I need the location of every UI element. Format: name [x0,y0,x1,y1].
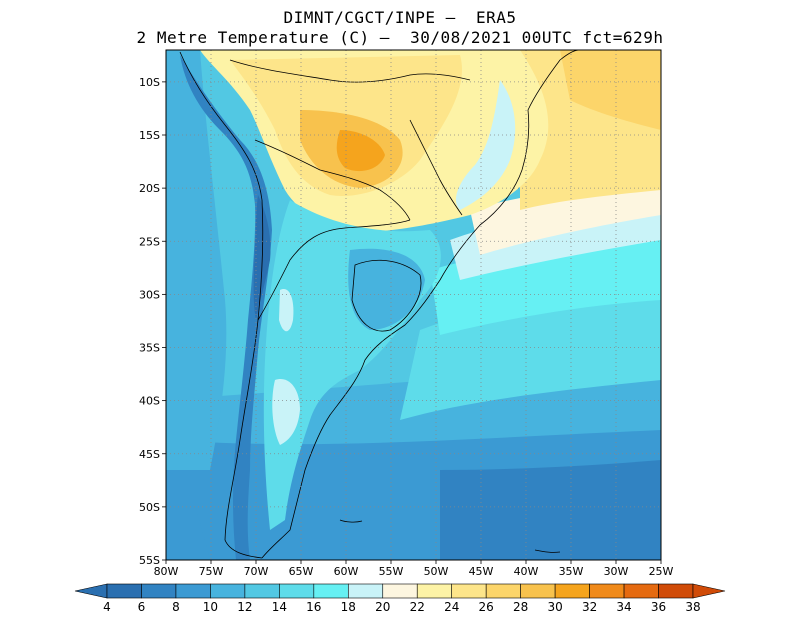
lon-label: 45W [469,565,494,578]
colorbar-label: 24 [444,600,459,614]
lon-label: 80W [154,565,179,578]
colorbar-label: 28 [513,600,528,614]
colorbar-arrow-right [692,583,726,599]
colorbar-swatch [141,583,177,599]
colorbar-swatch [175,583,211,599]
field-subtropical-band [470,180,661,255]
colorbar-label: 8 [172,600,180,614]
colorbar-swatch [382,583,418,599]
atlantic-coast [261,50,581,559]
field-hotspot [336,130,385,172]
colorbar-swatch [416,583,453,599]
lat-label: 45S [139,448,160,461]
field-cuyo-warm [279,289,294,332]
colorbar-label: 32 [582,600,597,614]
colorbar-label: 4 [103,600,111,614]
coastlines [179,50,581,559]
graticule [162,50,662,564]
lat-label: 10S [139,76,160,89]
lat-label: 55S [139,554,160,567]
lon-label: 55W [379,565,404,578]
lon-label: 30W [604,565,629,578]
colorbar-swatch [554,583,590,599]
colorbar-label: 30 [547,600,562,614]
field-pacific [166,50,227,470]
field-cold-southwest [166,470,210,560]
colorbar-swatch [279,583,315,599]
colorbar-swatch [313,583,349,599]
lat-label: 40S [139,395,160,408]
colorbar-label: 16 [306,600,321,614]
lon-label: 40W [514,565,539,578]
colorbar-label: 26 [479,600,494,614]
south-georgia-coast [534,549,561,553]
lat-label: 35S [139,342,160,355]
longitude-labels: 80W 75W 70W 65W 60W 55W 50W 45W 40W 35W 30W 25W [154,565,674,578]
lon-label: 25W [649,565,674,578]
latitude-labels: 10S 15S 20S 25S 30S 35S 40S 45S 50S 55S [139,76,160,567]
lon-label: 60W [334,565,359,578]
lon-label: 50W [424,565,449,578]
border-bolivia [254,139,411,221]
colorbar-label: 34 [616,600,631,614]
colorbar-label: 38 [685,600,700,614]
lat-label: 25S [139,235,160,248]
colorbar-label: 20 [375,600,390,614]
lat-label: 20S [139,182,160,195]
lon-label: 35W [559,565,584,578]
colorbar-label: 14 [272,600,287,614]
colorbar-swatch [244,583,280,599]
colorbar-swatch [520,583,556,599]
colorbar: 4 6 8 10 12 14 16 18 20 22 24 26 28 30 32 34 36 38 [74,583,726,614]
plot-frame [165,49,662,561]
colorbar-label: 6 [138,600,146,614]
lon-label: 75W [199,565,224,578]
colorbar-label: 12 [237,600,252,614]
field-brazil-coast [455,80,516,210]
field-coldest-southeast [440,460,661,560]
lat-label: 30S [139,288,160,301]
colorbar-label: 10 [203,600,218,614]
field-andes-cold [180,55,272,560]
border-inner-brazil [409,119,463,216]
colorbar-label: 18 [341,600,356,614]
field-mid-atlantic [400,270,661,420]
title-line-1: DIMNT/CGCT/INPE – ERA5 [283,8,517,27]
colorbar-label: 22 [410,600,425,614]
field-warm-equatorial [560,50,661,130]
colorbar-label: 36 [651,600,666,614]
colorbar-swatch [623,583,659,599]
colorbar-swatch [451,583,487,599]
lat-label: 50S [139,501,160,514]
colorbar-swatch [210,583,246,599]
title-line-2: 2 Metre Temperature (C) – 30/08/2021 00U… [136,28,664,47]
falklands-coast [339,519,363,523]
border-argentina-north [257,219,411,321]
colorbar-swatch [106,583,142,599]
lat-label: 15S [139,129,160,142]
lon-label: 65W [289,565,314,578]
lon-label: 70W [244,565,269,578]
border-north [229,59,471,83]
colorbar-swatch [485,583,521,599]
colorbar-swatch [347,583,384,599]
colorbar-swatch [658,583,694,599]
colorbar-arrow-left [74,583,108,599]
colorbar-swatch [589,583,625,599]
field-uruguay-cool [348,248,425,330]
border-uruguay [351,259,422,332]
field-patagonia-warm [272,379,300,445]
